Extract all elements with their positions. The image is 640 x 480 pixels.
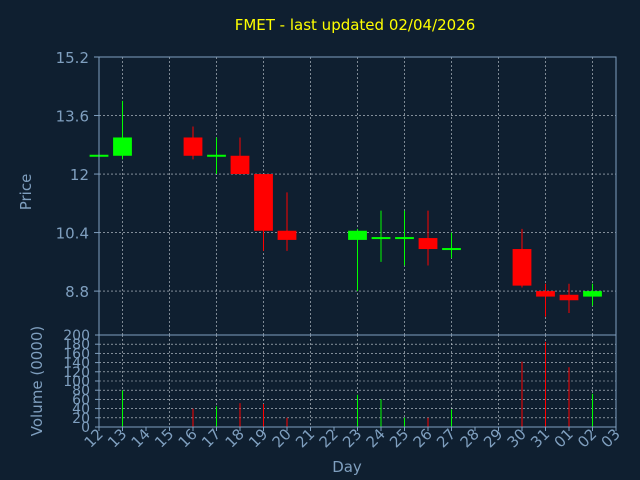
candle-body: [113, 137, 132, 156]
volume-y-tick-label: 40: [72, 402, 90, 418]
price-y-tick-label: 8.8: [65, 283, 89, 301]
candle-body: [183, 137, 203, 156]
candle-body: [418, 238, 438, 250]
volume-y-tick-label: 120: [63, 365, 90, 381]
candle-body: [230, 155, 250, 175]
x-axis-label: Day: [332, 458, 362, 476]
price-y-tick-label: 10.4: [56, 225, 89, 243]
price-y-tick-label: 12: [70, 166, 89, 184]
chart-title: FMET - last updated 02/04/2026: [235, 16, 476, 34]
candle-body: [583, 291, 602, 297]
volume-y-tick-label: 80: [72, 383, 90, 399]
candle-body: [254, 174, 273, 231]
candle-body: [512, 249, 532, 286]
price-y-tick-label: 15.2: [56, 49, 89, 67]
candle-body: [277, 230, 297, 240]
candle-body: [442, 248, 461, 251]
candle-body: [536, 291, 555, 297]
price-y-tick-label: 13.6: [56, 108, 89, 126]
volume-y-tick-label: 100: [63, 374, 90, 390]
volume-y-tick-label: 60: [72, 392, 90, 408]
volume-y-tick-label: 20: [72, 411, 90, 427]
volume-bars: [122, 341, 593, 427]
candle-body: [348, 230, 367, 240]
price-axis-label: Price: [17, 174, 35, 211]
volume-y-tick-label: 160: [63, 346, 90, 362]
volume-y-tick-label: 140: [63, 356, 90, 372]
candle-body: [207, 154, 226, 157]
candle-body: [395, 237, 414, 240]
volume-y-tick-label: 200: [63, 328, 90, 344]
volume-y-tick-label: 0: [81, 420, 90, 436]
candle-body: [371, 237, 391, 240]
volume-axis-label: Volume (0000): [28, 326, 46, 436]
volume-y-tick-label: 180: [63, 337, 90, 353]
candle-body: [559, 294, 579, 301]
price-candles: [89, 100, 602, 317]
